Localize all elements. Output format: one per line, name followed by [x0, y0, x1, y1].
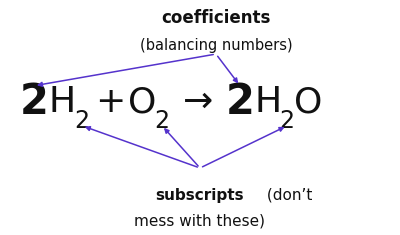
Text: mess with these): mess with these) — [134, 214, 266, 229]
Text: (don’t: (don’t — [262, 188, 312, 203]
Text: 2: 2 — [226, 81, 254, 123]
Text: 2: 2 — [74, 109, 90, 133]
Text: O: O — [128, 85, 156, 119]
Text: (balancing numbers): (balancing numbers) — [140, 38, 292, 53]
Text: coefficients: coefficients — [161, 9, 271, 27]
Text: →: → — [183, 85, 213, 119]
Text: subscripts: subscripts — [156, 188, 244, 203]
Text: O: O — [294, 85, 322, 119]
Text: 2: 2 — [154, 109, 170, 133]
Text: H: H — [254, 85, 282, 119]
Text: +: + — [95, 85, 125, 119]
Text: H: H — [48, 85, 76, 119]
Text: 2: 2 — [280, 109, 295, 133]
Text: 2: 2 — [20, 81, 48, 123]
